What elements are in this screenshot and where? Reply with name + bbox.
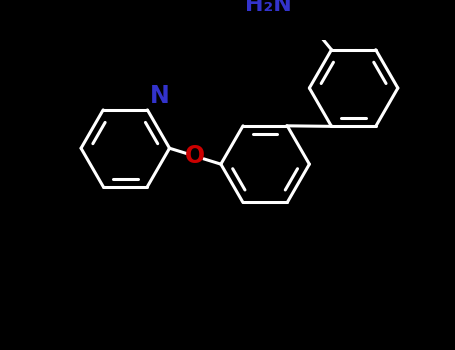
Text: H₂N: H₂N [245,0,292,15]
Text: N: N [150,84,170,108]
Text: O: O [185,144,205,168]
